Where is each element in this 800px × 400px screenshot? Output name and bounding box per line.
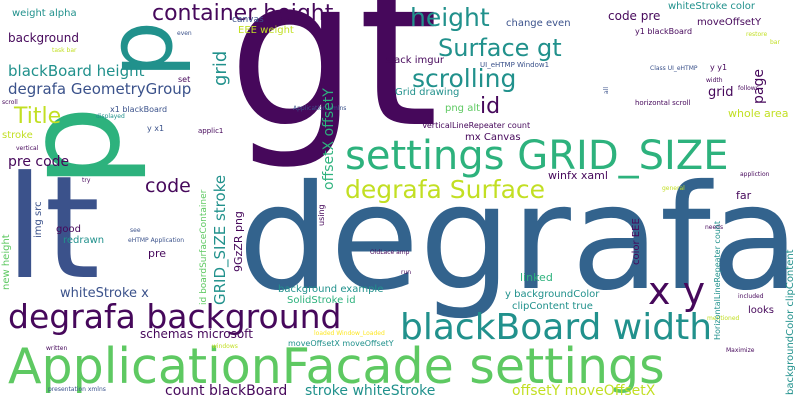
word-pre-code: pre code bbox=[8, 155, 69, 169]
word-ehtmp-application: eHTMP Application bbox=[128, 238, 184, 244]
word-background: background bbox=[8, 32, 79, 44]
word-mentioned: mentioned bbox=[707, 316, 739, 322]
word-eee-weight: EEE weight bbox=[238, 26, 294, 36]
word-surface-gt: Surface gt bbox=[438, 36, 562, 60]
word-redrawn: redrawn bbox=[63, 236, 104, 246]
word-blackboard-height: blackBoard height bbox=[8, 64, 144, 79]
word-clipcontent-true: clipContent true bbox=[512, 302, 593, 312]
word-see: see bbox=[130, 228, 141, 234]
word-winfx-xaml: winfx xaml bbox=[548, 170, 608, 181]
word-y1-blackboard: y1 blackBoard bbox=[635, 28, 692, 36]
word-xaml: grid bbox=[708, 86, 733, 99]
word-scroll: scroll bbox=[2, 100, 18, 106]
word-linked: linked bbox=[520, 272, 553, 283]
word-even: even bbox=[177, 31, 192, 37]
word-displayed: displayed bbox=[96, 114, 125, 120]
word-degrafa-surface: degrafa Surface bbox=[345, 177, 545, 202]
word-horizontallinerepeater-count: HorizontalLineRepeater count bbox=[714, 221, 722, 340]
word-new-height: new height bbox=[2, 234, 12, 290]
word-grid-drawing: Grid drawing bbox=[395, 88, 459, 98]
word-degrafa-geometrygroup: degrafa GeometryGroup bbox=[8, 82, 191, 97]
word-grid-size-stroke: GRID_SIZE stroke bbox=[213, 175, 228, 305]
word-id-boardsurfacecontainer: id boardSurfaceContainer bbox=[200, 190, 209, 305]
word-good: good bbox=[56, 225, 81, 235]
word-y-backgroundcolor: y backgroundColor bbox=[505, 290, 599, 300]
word-applic1: applic1 bbox=[198, 128, 223, 135]
word-general: general bbox=[662, 186, 685, 192]
word-whitestroke-x: whiteStroke x bbox=[60, 287, 149, 300]
word-horizontal-scroll: horizontal scroll bbox=[635, 100, 691, 107]
word-width: width bbox=[706, 78, 723, 84]
word-canvas: canvas bbox=[232, 16, 264, 25]
word-count-blackboard: count blackBoard bbox=[165, 384, 287, 398]
word-img-src: img src bbox=[34, 201, 44, 238]
word-png-alt: png alt bbox=[445, 104, 480, 114]
word-using: using bbox=[318, 204, 326, 226]
word-9gzzr-png: 9GzZR png bbox=[233, 211, 244, 272]
word-loaded-window-loaded: loaded Window_Loaded bbox=[314, 331, 385, 337]
word-backgroundcolor-clipcontent: backgroundColor clipContent bbox=[786, 249, 796, 395]
word-id: id bbox=[480, 96, 500, 118]
word-application-xmlns: Application xmlns bbox=[293, 106, 346, 112]
word-height: height bbox=[410, 5, 490, 30]
word-ui-ehtmp-window1: UI_eHTMP Window1 bbox=[480, 62, 549, 69]
word-class-ui-ehtmp: all bbox=[604, 87, 610, 94]
word-restore: restore bbox=[746, 32, 767, 38]
word-looks: looks bbox=[748, 306, 774, 316]
word-code-pre: code pre bbox=[608, 10, 660, 22]
word-settings-grid-size: settings GRID_SIZE bbox=[345, 136, 728, 176]
word-offsety-moveoffsetx: offsetY moveOffsetX bbox=[512, 384, 655, 398]
word-set: set bbox=[178, 76, 190, 84]
word-weight-alpha: weight alpha bbox=[12, 9, 77, 19]
word-far: far bbox=[736, 190, 751, 201]
word-bar: bar bbox=[770, 40, 780, 46]
word-verticallinerepeater-count: VerticalLineRepeater count bbox=[422, 122, 530, 130]
word-task-bar: task bar bbox=[52, 48, 77, 54]
word-try: try bbox=[82, 178, 90, 184]
word-oldlace-amp: OldLace amp bbox=[370, 250, 409, 256]
word-moveoffsety: moveOffsetY bbox=[697, 18, 761, 28]
word-title: Title bbox=[14, 106, 61, 128]
word-schemas-microsoft: schemas microsoft bbox=[140, 328, 253, 340]
word-y-y1: y y1 bbox=[710, 64, 727, 72]
word-included: included bbox=[738, 294, 764, 300]
word-stroke: stroke bbox=[2, 131, 33, 141]
word-whole-area: whole area bbox=[728, 108, 789, 119]
word-stack-imgur: stack imgur bbox=[385, 56, 444, 66]
word-mx-canvas: mx Canvas bbox=[465, 133, 521, 143]
word-whitestroke-color: whiteStroke color bbox=[668, 2, 755, 12]
word-appliction: appliction bbox=[740, 172, 769, 178]
word-all: Class UI_eHTMP bbox=[650, 66, 698, 72]
word-pre: pre bbox=[148, 248, 166, 259]
word-written: written bbox=[46, 346, 67, 352]
word-page: page bbox=[752, 69, 766, 104]
word-offsetx-offsety: offsetX offsetY bbox=[322, 88, 336, 190]
word-y-x1: y x1 bbox=[147, 125, 164, 133]
word-grid: grid bbox=[212, 51, 230, 86]
word-run: run bbox=[401, 270, 411, 276]
word-windows: windows bbox=[212, 344, 238, 350]
word-code: code bbox=[145, 177, 191, 196]
word-change-even: change even bbox=[506, 19, 571, 29]
word-solidstroke-id: SolidStroke id bbox=[287, 296, 356, 306]
word-x-y: x y bbox=[648, 272, 705, 310]
word-presentation-xmlns: presentation xmlns bbox=[48, 387, 106, 393]
word-blackboard-width: blackBoard width bbox=[400, 310, 712, 346]
word-moveoffsetx-moveoffsety: moveOffsetX moveOffsetY bbox=[288, 340, 394, 348]
word-maximize: Maximize bbox=[726, 348, 754, 354]
word-background-example: background example bbox=[278, 285, 383, 295]
word-color-eee: color EEE bbox=[632, 218, 642, 265]
word-stroke-whitestroke: stroke whiteStroke bbox=[305, 384, 435, 398]
word-vertical: vertical bbox=[16, 146, 38, 152]
